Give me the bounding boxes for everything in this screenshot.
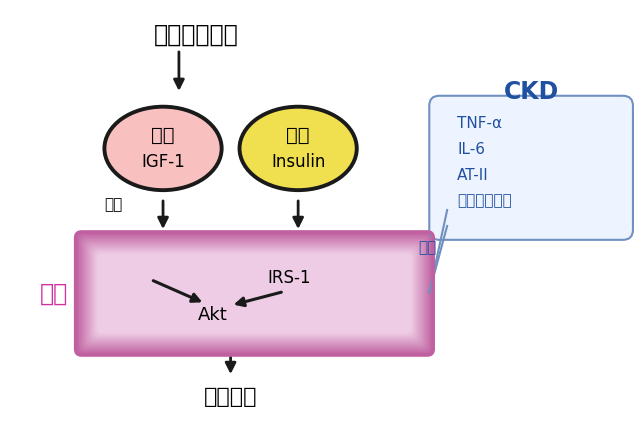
FancyBboxPatch shape <box>84 241 424 346</box>
Text: 筋肉: 筋肉 <box>40 282 68 305</box>
FancyBboxPatch shape <box>80 236 429 351</box>
FancyBboxPatch shape <box>90 247 419 340</box>
Text: Insulin: Insulin <box>271 153 325 171</box>
FancyBboxPatch shape <box>93 249 416 338</box>
FancyBboxPatch shape <box>429 96 633 240</box>
FancyBboxPatch shape <box>84 240 425 347</box>
FancyBboxPatch shape <box>81 238 428 349</box>
FancyBboxPatch shape <box>87 243 422 344</box>
Text: IGF-1: IGF-1 <box>141 153 185 171</box>
Text: アシドーシス: アシドーシス <box>457 193 512 209</box>
Text: 筋肉増加: 筋肉増加 <box>204 387 257 407</box>
FancyBboxPatch shape <box>76 233 433 354</box>
Text: 膵臓: 膵臓 <box>286 126 310 145</box>
FancyBboxPatch shape <box>76 232 433 355</box>
FancyBboxPatch shape <box>97 253 412 334</box>
FancyBboxPatch shape <box>93 250 415 337</box>
FancyBboxPatch shape <box>92 248 418 340</box>
Text: AT-II: AT-II <box>457 168 489 183</box>
Text: 抑制: 抑制 <box>418 240 436 255</box>
FancyBboxPatch shape <box>77 233 432 354</box>
FancyBboxPatch shape <box>95 251 414 336</box>
FancyBboxPatch shape <box>79 235 430 352</box>
Text: CKD: CKD <box>504 80 559 104</box>
FancyBboxPatch shape <box>92 248 417 339</box>
FancyBboxPatch shape <box>78 234 431 353</box>
FancyBboxPatch shape <box>81 237 428 350</box>
Text: TNF-α: TNF-α <box>457 116 502 131</box>
FancyBboxPatch shape <box>96 252 413 335</box>
FancyBboxPatch shape <box>90 246 419 341</box>
FancyBboxPatch shape <box>86 242 423 345</box>
Text: 成長ホルモン: 成長ホルモン <box>154 23 238 47</box>
Text: IRS-1: IRS-1 <box>268 268 311 287</box>
FancyBboxPatch shape <box>97 253 412 334</box>
Text: Akt: Akt <box>198 306 228 324</box>
FancyBboxPatch shape <box>85 242 424 345</box>
FancyBboxPatch shape <box>88 245 420 343</box>
Text: 肝臓: 肝臓 <box>151 126 175 145</box>
Text: IL-6: IL-6 <box>457 142 485 157</box>
Ellipse shape <box>239 106 356 190</box>
FancyBboxPatch shape <box>89 245 420 342</box>
Ellipse shape <box>104 106 221 190</box>
FancyBboxPatch shape <box>94 250 415 337</box>
FancyBboxPatch shape <box>83 239 426 348</box>
Text: 刺激: 刺激 <box>104 198 122 213</box>
FancyBboxPatch shape <box>79 236 429 351</box>
FancyBboxPatch shape <box>88 244 421 343</box>
FancyBboxPatch shape <box>83 239 426 348</box>
